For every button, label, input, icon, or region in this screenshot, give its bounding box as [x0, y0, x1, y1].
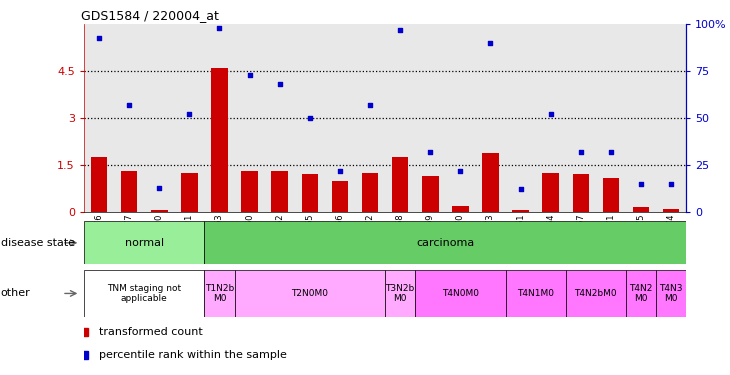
Bar [415, 24, 445, 212]
Point [575, 149, 587, 155]
Bar [566, 24, 596, 212]
Point [93, 34, 105, 40]
Text: GDS1584 / 220004_at: GDS1584 / 220004_at [81, 9, 219, 22]
Point [515, 186, 526, 192]
Point [485, 40, 496, 46]
Point [424, 149, 436, 155]
Bar [331, 181, 348, 212]
Bar [385, 270, 415, 317]
Point [214, 25, 226, 31]
Bar [234, 270, 385, 317]
Text: T3N2b
M0: T3N2b M0 [385, 284, 415, 303]
Bar [272, 171, 288, 212]
Point [153, 184, 165, 190]
Bar [392, 157, 408, 212]
Bar [204, 24, 234, 212]
Bar [536, 24, 566, 212]
Bar [663, 209, 680, 212]
Text: disease state: disease state [1, 238, 75, 248]
Bar [542, 173, 559, 212]
Bar [505, 24, 536, 212]
Point [183, 111, 195, 117]
Bar [475, 24, 505, 212]
Bar [242, 171, 258, 212]
Bar [505, 270, 566, 317]
Point [394, 27, 406, 33]
Bar [91, 157, 107, 212]
Bar [84, 221, 204, 264]
Bar [264, 24, 295, 212]
Point [455, 168, 466, 174]
Bar [204, 221, 686, 264]
Bar [626, 270, 656, 317]
Text: T4N3
M0: T4N3 M0 [659, 284, 683, 303]
Bar [151, 210, 167, 212]
Bar [483, 153, 499, 212]
Bar [234, 24, 264, 212]
Text: other: other [1, 288, 31, 298]
Bar [144, 24, 174, 212]
Bar [301, 174, 318, 212]
Bar [626, 24, 656, 212]
Text: T4N2bM0: T4N2bM0 [575, 289, 617, 298]
Bar [415, 270, 505, 317]
Text: T1N2b
M0: T1N2b M0 [205, 284, 234, 303]
Bar [385, 24, 415, 212]
Bar [633, 207, 649, 212]
Point [304, 115, 315, 121]
Bar [84, 270, 204, 317]
Bar [211, 68, 228, 212]
Point [244, 72, 256, 78]
Bar [656, 270, 686, 317]
Point [605, 149, 617, 155]
Bar [204, 270, 234, 317]
Bar [355, 24, 385, 212]
Text: normal: normal [125, 238, 164, 248]
Text: T4N1M0: T4N1M0 [517, 289, 554, 298]
Point [364, 102, 376, 108]
Point [545, 111, 556, 117]
Text: TNM staging not
applicable: TNM staging not applicable [107, 284, 181, 303]
Bar [325, 24, 355, 212]
Bar [512, 210, 529, 212]
Bar [422, 176, 439, 212]
Text: transformed count: transformed count [99, 327, 203, 337]
Text: T2N0M0: T2N0M0 [291, 289, 328, 298]
Bar [362, 173, 378, 212]
Text: carcinoma: carcinoma [416, 238, 474, 248]
Bar [174, 24, 204, 212]
Point [123, 102, 135, 108]
Bar [572, 174, 589, 212]
Point [635, 181, 647, 187]
Bar [656, 24, 686, 212]
Point [665, 181, 677, 187]
Bar [114, 24, 145, 212]
Point [334, 168, 346, 174]
Bar [603, 177, 619, 212]
Text: T4N0M0: T4N0M0 [442, 289, 479, 298]
Bar [295, 24, 325, 212]
Bar [566, 270, 626, 317]
Point [274, 81, 285, 87]
Bar [181, 173, 198, 212]
Bar [84, 24, 114, 212]
Text: T4N2
M0: T4N2 M0 [629, 284, 653, 303]
Bar [121, 171, 137, 212]
Bar [452, 206, 469, 212]
Text: percentile rank within the sample: percentile rank within the sample [99, 350, 287, 360]
Bar [596, 24, 626, 212]
Bar [445, 24, 475, 212]
